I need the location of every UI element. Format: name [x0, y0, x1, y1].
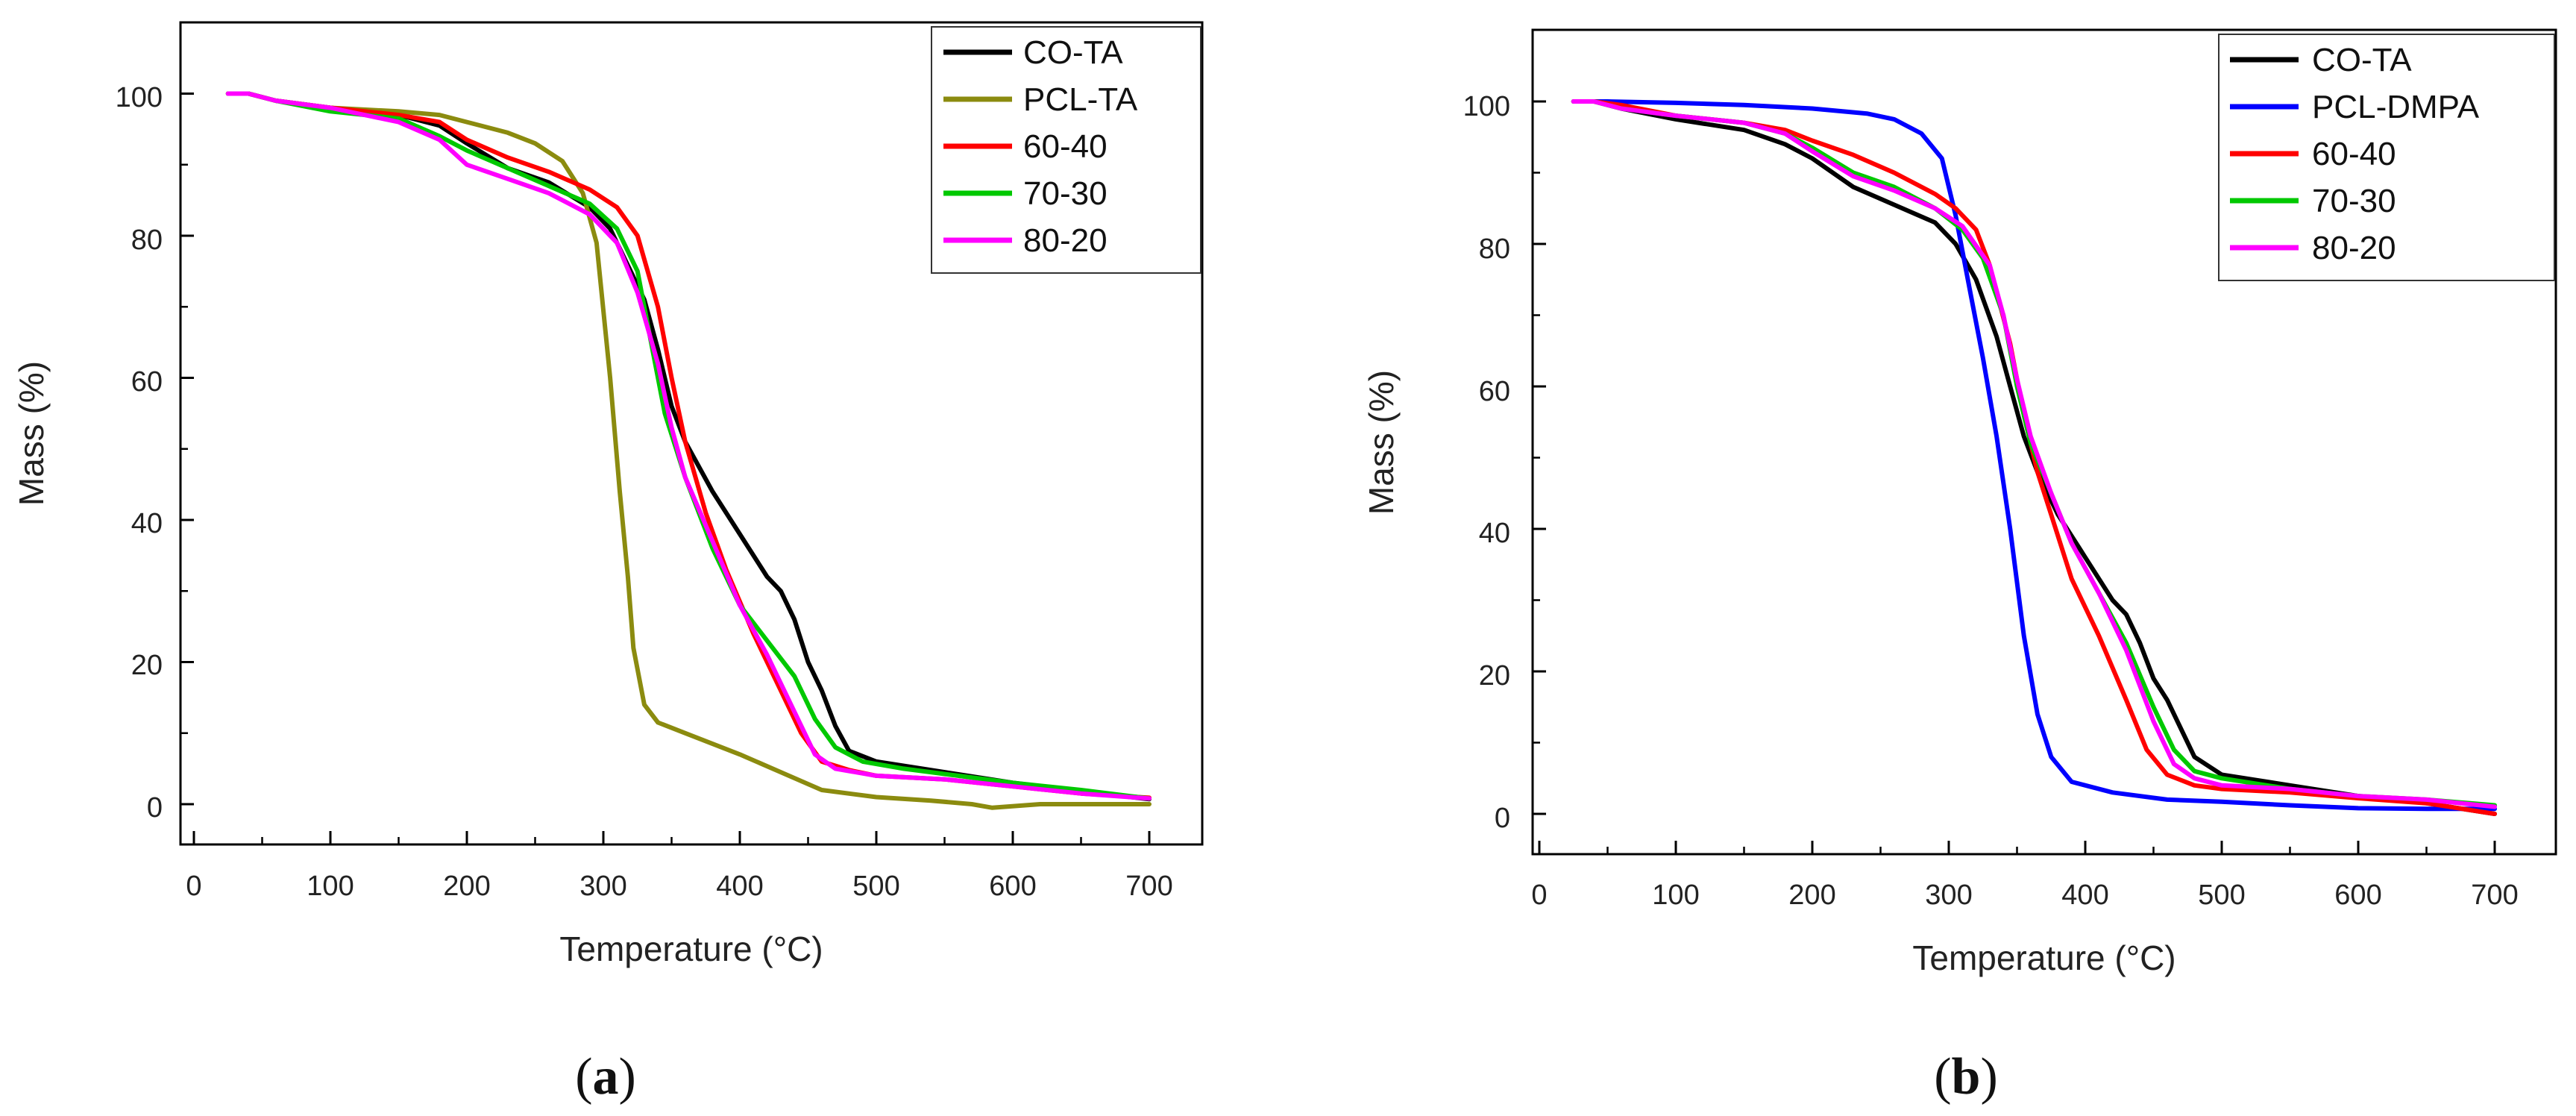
- y-tick-label: 60: [1479, 376, 1510, 407]
- x-tick-label: 100: [307, 871, 354, 902]
- legend-box: [931, 26, 1201, 274]
- series-line: [1571, 99, 2497, 812]
- y-tick-label: 0: [1495, 803, 1510, 834]
- tick-marks: [1533, 100, 2496, 854]
- x-tick-label: 600: [989, 871, 1036, 902]
- y-tick-label: 40: [131, 508, 163, 539]
- legend-label: 60-40: [1023, 128, 1108, 165]
- x-tick-label: 300: [579, 871, 626, 902]
- series-group: [225, 91, 1152, 810]
- y-axis-title: Mass (%): [1362, 370, 1401, 515]
- x-tick-label: 0: [186, 871, 201, 902]
- plot-frame: [179, 21, 1204, 846]
- x-tick-label: 700: [1125, 871, 1172, 902]
- y-tick-label: 100: [116, 82, 163, 113]
- y-tick-label: 20: [131, 650, 163, 681]
- x-tick-label: 400: [716, 871, 763, 902]
- legend-items: CO-TA PCL-TA 60-40 70-30 80-20: [943, 34, 1138, 259]
- panel-label-a: (a): [575, 1048, 636, 1106]
- y-tick-label: 80: [1479, 233, 1510, 265]
- legend-label: PCL-DMPA: [2312, 89, 2480, 125]
- legend-items: CO-TA PCL-DMPA 60-40 70-30 80-20: [2230, 42, 2480, 266]
- panel-label-b: (b): [1934, 1048, 1998, 1106]
- x-tick-label: 100: [1652, 880, 1699, 911]
- x-tick-label: 300: [1925, 880, 1972, 911]
- legend-label: 80-20: [2312, 230, 2396, 266]
- y-tick-label: 20: [1479, 660, 1510, 692]
- y-tick-label: 40: [1479, 518, 1510, 549]
- series-line: [225, 91, 1152, 802]
- series-line: [1571, 99, 2497, 809]
- x-tick-label: 200: [1788, 880, 1835, 911]
- x-tick-label: 500: [2198, 880, 2245, 911]
- series-line: [225, 91, 1152, 810]
- x-tick-label: 700: [2471, 880, 2518, 911]
- legend-label: CO-TA: [1023, 34, 1123, 71]
- series-line: [225, 91, 1152, 801]
- y-tick-label: 60: [131, 366, 163, 398]
- x-axis-title: Temperature (°C): [1912, 938, 2176, 977]
- x-tick-label: 500: [852, 871, 899, 902]
- y-tick-label: 0: [147, 792, 163, 824]
- tick-marks: [180, 93, 1151, 844]
- y-tick-label: 100: [1463, 91, 1510, 122]
- series-group: [1571, 99, 2497, 816]
- series-line: [1571, 99, 2497, 816]
- legend-label: 80-20: [1023, 222, 1108, 259]
- legend-label: PCL-TA: [1023, 81, 1138, 118]
- x-tick-label: 600: [2334, 880, 2381, 911]
- y-axis-title: Mass (%): [12, 361, 51, 506]
- legend-box: [2218, 34, 2555, 281]
- x-tick-label: 0: [1531, 880, 1547, 911]
- legend-label: 70-30: [1023, 175, 1108, 212]
- x-axis-title: Temperature (°C): [559, 930, 823, 968]
- plot-frame: [1531, 28, 2557, 856]
- legend-label: CO-TA: [2312, 42, 2412, 78]
- y-tick-label: 80: [131, 225, 163, 256]
- x-tick-label: 200: [443, 871, 490, 902]
- legend: CO-TA PCL-DMPA 60-40 70-30 80-20: [2218, 34, 2555, 281]
- legend-label: 70-30: [2312, 183, 2396, 219]
- legend-label: 60-40: [2312, 136, 2396, 172]
- x-tick-label: 400: [2061, 880, 2108, 911]
- legend: CO-TA PCL-TA 60-40 70-30 80-20: [931, 26, 1201, 274]
- series-line: [225, 91, 1152, 801]
